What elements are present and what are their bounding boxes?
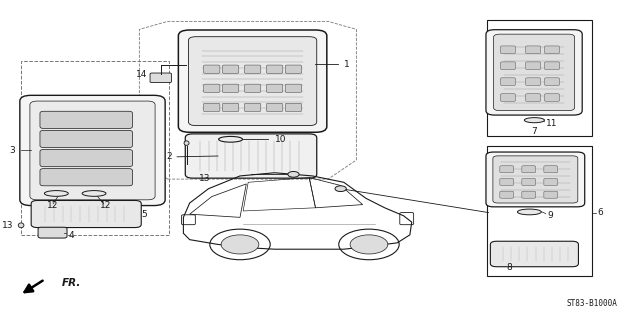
Text: 13: 13 bbox=[2, 221, 13, 230]
Text: 6: 6 bbox=[598, 208, 603, 217]
Text: 7: 7 bbox=[531, 127, 537, 136]
FancyBboxPatch shape bbox=[185, 134, 317, 178]
Circle shape bbox=[210, 229, 270, 260]
FancyBboxPatch shape bbox=[178, 30, 327, 132]
FancyBboxPatch shape bbox=[501, 94, 515, 101]
FancyBboxPatch shape bbox=[203, 84, 220, 92]
Text: 9: 9 bbox=[547, 211, 553, 220]
FancyBboxPatch shape bbox=[40, 111, 132, 128]
FancyBboxPatch shape bbox=[266, 84, 283, 92]
FancyBboxPatch shape bbox=[545, 78, 559, 85]
FancyBboxPatch shape bbox=[486, 30, 582, 115]
FancyBboxPatch shape bbox=[245, 103, 261, 112]
Circle shape bbox=[339, 229, 399, 260]
FancyBboxPatch shape bbox=[501, 46, 515, 53]
Ellipse shape bbox=[524, 118, 545, 123]
Ellipse shape bbox=[218, 136, 243, 142]
Text: 4: 4 bbox=[68, 231, 74, 240]
FancyBboxPatch shape bbox=[493, 156, 578, 203]
Bar bbox=[487, 146, 592, 276]
FancyBboxPatch shape bbox=[38, 227, 67, 238]
FancyBboxPatch shape bbox=[522, 179, 536, 186]
FancyBboxPatch shape bbox=[189, 37, 317, 125]
Ellipse shape bbox=[18, 223, 24, 228]
FancyBboxPatch shape bbox=[500, 166, 513, 173]
Circle shape bbox=[335, 186, 347, 192]
Ellipse shape bbox=[184, 141, 189, 145]
FancyBboxPatch shape bbox=[490, 241, 578, 267]
FancyBboxPatch shape bbox=[500, 179, 513, 186]
Text: FR.: FR. bbox=[61, 278, 81, 288]
FancyBboxPatch shape bbox=[526, 46, 541, 53]
FancyBboxPatch shape bbox=[30, 101, 155, 200]
FancyBboxPatch shape bbox=[245, 65, 261, 73]
Text: 3: 3 bbox=[9, 146, 15, 155]
FancyBboxPatch shape bbox=[20, 95, 165, 205]
FancyBboxPatch shape bbox=[545, 46, 559, 53]
Bar bbox=[487, 20, 592, 136]
Text: 5: 5 bbox=[141, 210, 147, 219]
FancyBboxPatch shape bbox=[545, 94, 559, 101]
Text: 10: 10 bbox=[275, 135, 286, 144]
FancyBboxPatch shape bbox=[285, 103, 302, 112]
FancyBboxPatch shape bbox=[522, 191, 536, 198]
FancyBboxPatch shape bbox=[203, 65, 220, 73]
FancyBboxPatch shape bbox=[486, 152, 585, 207]
FancyBboxPatch shape bbox=[526, 94, 541, 101]
Ellipse shape bbox=[517, 209, 541, 215]
Circle shape bbox=[350, 235, 388, 254]
Text: 12: 12 bbox=[47, 201, 58, 210]
FancyBboxPatch shape bbox=[500, 191, 513, 198]
FancyBboxPatch shape bbox=[266, 65, 283, 73]
Text: 12: 12 bbox=[101, 201, 111, 210]
FancyBboxPatch shape bbox=[285, 65, 302, 73]
FancyBboxPatch shape bbox=[544, 191, 557, 198]
Text: 14: 14 bbox=[136, 70, 147, 79]
Circle shape bbox=[288, 172, 299, 177]
FancyBboxPatch shape bbox=[544, 166, 557, 173]
FancyBboxPatch shape bbox=[40, 130, 132, 148]
Text: 11: 11 bbox=[547, 119, 558, 128]
Ellipse shape bbox=[45, 191, 68, 196]
FancyBboxPatch shape bbox=[222, 103, 239, 112]
FancyBboxPatch shape bbox=[544, 179, 557, 186]
Ellipse shape bbox=[82, 191, 106, 196]
FancyBboxPatch shape bbox=[222, 84, 239, 92]
Text: 13: 13 bbox=[199, 174, 211, 183]
Circle shape bbox=[221, 235, 259, 254]
FancyBboxPatch shape bbox=[501, 78, 515, 85]
Text: 2: 2 bbox=[166, 152, 172, 161]
Text: 8: 8 bbox=[506, 263, 512, 272]
FancyBboxPatch shape bbox=[494, 34, 575, 111]
FancyBboxPatch shape bbox=[285, 84, 302, 92]
FancyBboxPatch shape bbox=[203, 103, 220, 112]
FancyBboxPatch shape bbox=[31, 200, 141, 228]
FancyBboxPatch shape bbox=[526, 78, 541, 85]
FancyBboxPatch shape bbox=[150, 73, 171, 83]
Text: 1: 1 bbox=[344, 60, 350, 69]
Bar bbox=[21, 61, 169, 235]
FancyBboxPatch shape bbox=[245, 84, 261, 92]
FancyBboxPatch shape bbox=[222, 65, 239, 73]
FancyBboxPatch shape bbox=[40, 149, 132, 167]
FancyBboxPatch shape bbox=[545, 62, 559, 69]
FancyBboxPatch shape bbox=[522, 166, 536, 173]
FancyBboxPatch shape bbox=[526, 62, 541, 69]
FancyBboxPatch shape bbox=[266, 103, 283, 112]
FancyBboxPatch shape bbox=[501, 62, 515, 69]
Text: ST83-B1000A: ST83-B1000A bbox=[566, 299, 617, 308]
FancyBboxPatch shape bbox=[40, 169, 132, 186]
